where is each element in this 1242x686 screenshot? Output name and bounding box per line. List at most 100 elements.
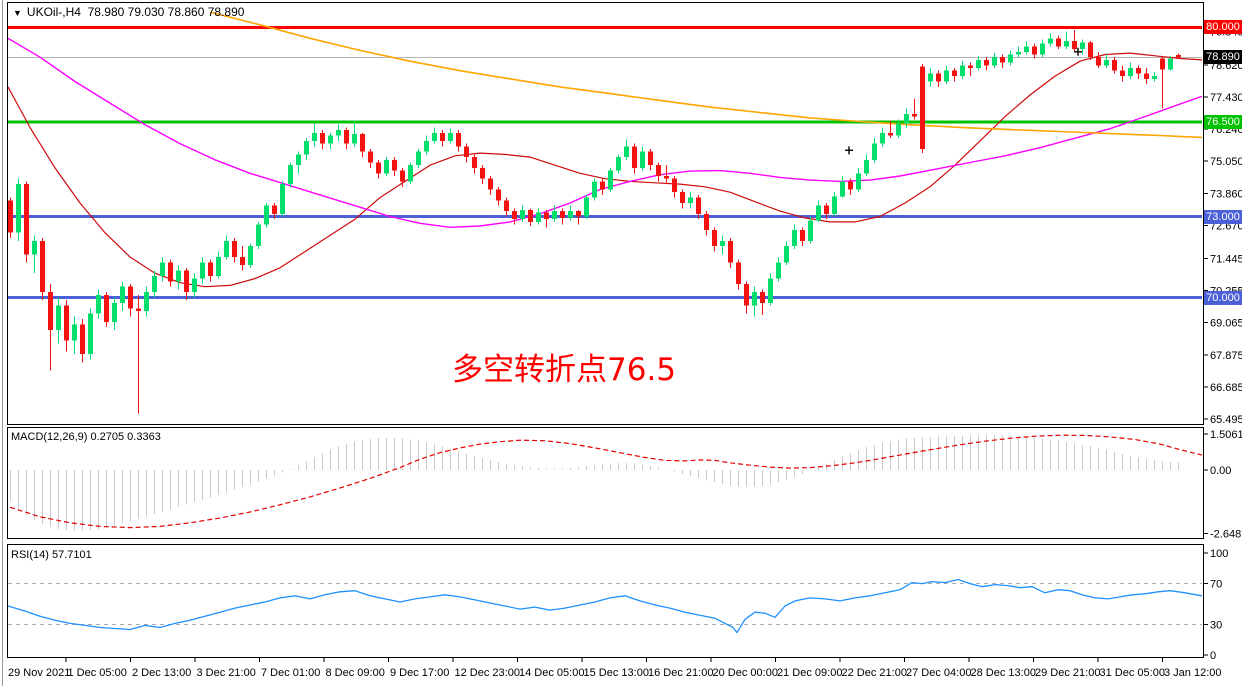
candle	[1040, 43, 1045, 55]
scale-tick-label: 65.495	[1210, 414, 1242, 426]
candle	[264, 205, 269, 225]
candle	[840, 181, 845, 197]
candle	[136, 308, 141, 312]
candle	[64, 305, 69, 341]
time-label: 21 Dec 09:00	[777, 667, 842, 679]
time-label: 29 Nov 2021	[8, 667, 70, 679]
candle	[880, 132, 885, 144]
candle	[1176, 55, 1181, 58]
scale-tick-label: 0.00	[1210, 465, 1231, 477]
candle	[176, 270, 181, 282]
time-label: 27 Dec 04:00	[906, 667, 971, 679]
scale-tick-label: 30	[1210, 619, 1222, 631]
candle	[928, 73, 933, 82]
candle	[32, 240, 37, 255]
candle	[480, 167, 485, 179]
candle	[208, 262, 213, 276]
candle	[1088, 42, 1093, 58]
candle	[328, 135, 333, 144]
candle	[1104, 59, 1109, 66]
candle	[1008, 54, 1013, 63]
candle	[48, 292, 53, 330]
candle	[784, 246, 789, 263]
candle	[872, 143, 877, 160]
time-label: 14 Dec 05:00	[519, 667, 584, 679]
candle	[344, 130, 349, 144]
scale-tick-label: 75.050	[1210, 156, 1242, 168]
scale-tick-label: 66.685	[1210, 382, 1242, 394]
cross-marker	[1074, 47, 1082, 56]
chevron-down-icon[interactable]: ▼	[13, 8, 22, 18]
candle	[360, 134, 365, 152]
candle	[160, 262, 165, 276]
candle	[744, 284, 749, 306]
candle	[912, 113, 917, 117]
scale-tick-label: 100	[1210, 548, 1228, 560]
candle	[104, 294, 109, 322]
scale-tick-label: 77.430	[1210, 92, 1242, 104]
ohlc-values: 78.980 79.030 78.860 78.890	[87, 5, 245, 19]
candle	[856, 173, 861, 190]
window-frame	[2, 0, 3, 686]
scale-tick-label: 0	[1210, 650, 1216, 662]
candle	[1120, 70, 1125, 77]
candle	[664, 176, 669, 179]
time-label: 22 Dec 21:00	[842, 667, 907, 679]
candle	[248, 246, 253, 266]
candle	[768, 278, 773, 303]
candle	[800, 230, 805, 241]
candle	[512, 211, 517, 220]
candle	[488, 178, 493, 190]
candle	[296, 154, 301, 166]
time-label: 9 Dec 17:00	[390, 667, 449, 679]
macd-pane-border	[7, 427, 1204, 539]
candle	[168, 262, 173, 282]
candle	[24, 184, 29, 255]
candle	[704, 213, 709, 231]
candle	[696, 197, 701, 214]
candle	[80, 324, 85, 355]
macd-header: MACD(12,26,9) 0.2705 0.3363	[11, 431, 161, 443]
candle	[672, 178, 677, 193]
scale-tick-label: 71.445	[1210, 253, 1242, 265]
candle	[736, 262, 741, 285]
candle	[760, 292, 765, 303]
candle	[992, 57, 997, 66]
candle	[1160, 58, 1165, 70]
candle	[968, 65, 973, 68]
candle	[776, 262, 781, 279]
candle	[688, 197, 693, 204]
time-label: 3 Jan 12:00	[1164, 667, 1222, 679]
candle	[312, 132, 317, 141]
candle	[600, 181, 605, 190]
candle	[1048, 38, 1053, 44]
candle	[192, 278, 197, 293]
candle	[8, 200, 13, 233]
time-axis[interactable]	[8, 658, 1204, 686]
candle	[1128, 67, 1133, 77]
candle	[1056, 38, 1061, 47]
candle	[984, 59, 989, 66]
candle	[792, 230, 797, 247]
candle	[1064, 40, 1069, 47]
candle	[568, 211, 573, 218]
candle	[216, 257, 221, 276]
candle	[904, 113, 909, 124]
price-badge-70.000: 70.000	[1204, 291, 1242, 305]
candle	[504, 200, 509, 212]
candle	[232, 240, 237, 258]
scale-tick-label: 67.875	[1210, 350, 1242, 362]
candle	[608, 170, 613, 190]
candle	[648, 151, 653, 166]
candle	[472, 157, 477, 168]
cross-marker	[845, 146, 853, 155]
candle	[520, 209, 525, 220]
scale-tick-label: -2.6487	[1210, 529, 1242, 541]
price-scale[interactable]	[1204, 0, 1242, 658]
candle	[376, 162, 381, 174]
candle	[632, 146, 637, 168]
candle	[552, 211, 557, 220]
macd-signal-line	[9, 434, 1202, 529]
candle	[808, 220, 813, 241]
